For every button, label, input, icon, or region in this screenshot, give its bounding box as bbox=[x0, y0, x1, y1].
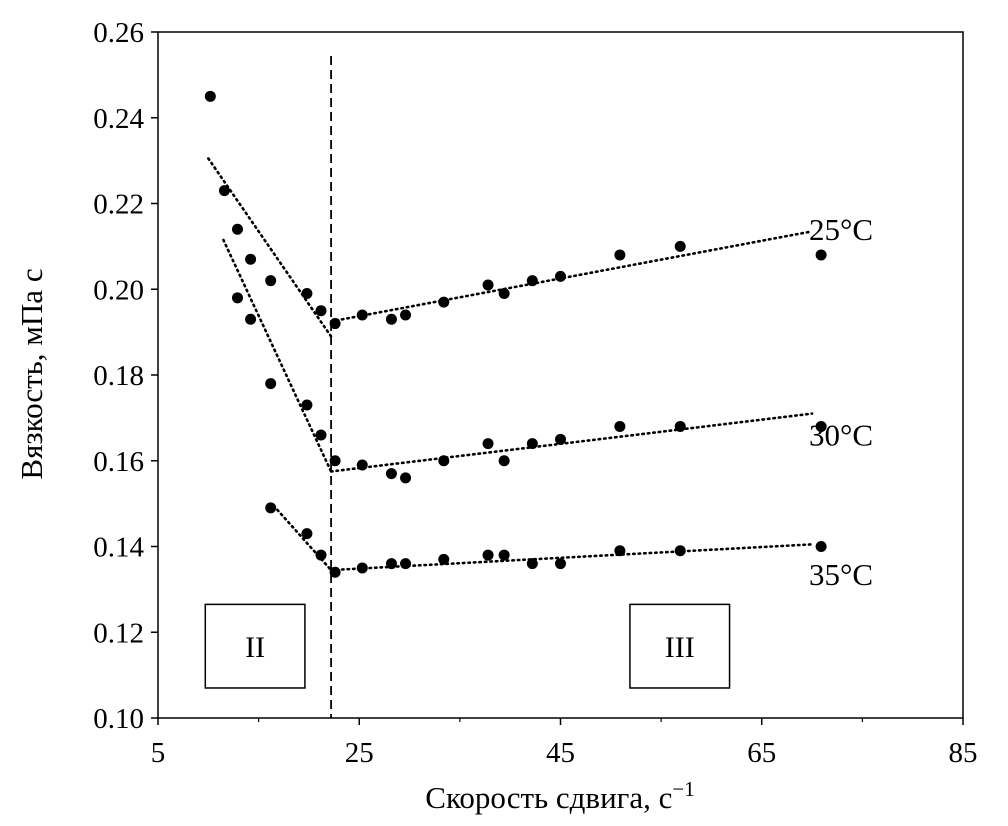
data-point-2 bbox=[674, 545, 686, 557]
x-axis-title: Скорость сдвига, с−1 bbox=[425, 777, 694, 815]
data-point-1 bbox=[231, 292, 243, 304]
data-point-0 bbox=[674, 240, 686, 252]
series-label: 25°C bbox=[809, 212, 873, 247]
y-tick-label: 0.26 bbox=[93, 17, 144, 49]
data-point-2 bbox=[614, 545, 626, 557]
region-box bbox=[629, 603, 731, 689]
data-point-0 bbox=[204, 90, 216, 102]
y-tick-label: 0.20 bbox=[93, 274, 144, 306]
data-point-0 bbox=[218, 185, 230, 197]
data-point-1 bbox=[315, 429, 327, 441]
y-axis-title: Вязкость, мПа с bbox=[14, 268, 49, 479]
data-point-0 bbox=[245, 253, 257, 265]
data-point-2 bbox=[498, 549, 510, 561]
trend-line-0 bbox=[329, 230, 814, 323]
data-point-2 bbox=[265, 502, 277, 514]
data-point-1 bbox=[674, 420, 686, 432]
trend-line-2 bbox=[272, 504, 333, 572]
y-tick-label: 0.16 bbox=[93, 446, 144, 478]
y-tick-label: 0.22 bbox=[93, 189, 144, 221]
data-point-2 bbox=[329, 566, 341, 578]
data-points bbox=[204, 90, 827, 578]
data-point-1 bbox=[329, 455, 341, 467]
region-box bbox=[204, 603, 306, 689]
data-point-1 bbox=[385, 468, 397, 480]
data-point-0 bbox=[265, 275, 277, 287]
data-point-0 bbox=[385, 313, 397, 325]
data-point-1 bbox=[438, 455, 450, 467]
x-tick-label: 45 bbox=[546, 737, 575, 769]
data-point-0 bbox=[400, 309, 412, 321]
data-point-1 bbox=[498, 455, 510, 467]
data-point-1 bbox=[815, 420, 827, 432]
data-point-0 bbox=[614, 249, 626, 261]
data-point-0 bbox=[329, 318, 341, 330]
data-point-1 bbox=[482, 438, 494, 450]
data-point-0 bbox=[482, 279, 494, 291]
y-tick-label: 0.18 bbox=[93, 360, 144, 392]
data-point-2 bbox=[815, 541, 827, 552]
y-tick-label: 0.12 bbox=[93, 617, 144, 649]
series-label: 35°C bbox=[809, 557, 873, 592]
data-point-2 bbox=[315, 549, 327, 561]
data-point-2 bbox=[482, 549, 494, 561]
data-point-2 bbox=[438, 553, 450, 565]
data-point-2 bbox=[400, 558, 412, 570]
series-labels: 25°C 30°C 35°C bbox=[809, 212, 873, 592]
region-label: II bbox=[245, 631, 265, 664]
data-point-2 bbox=[555, 558, 566, 570]
data-point-1 bbox=[400, 472, 412, 484]
x-axis-title-superscript: −1 bbox=[672, 777, 694, 801]
x-tick-label: 5 bbox=[151, 737, 166, 769]
x-tick-label: 85 bbox=[949, 737, 978, 769]
x-axis-title-text: Скорость сдвига, с bbox=[425, 780, 672, 815]
trend-line-1 bbox=[222, 238, 333, 473]
data-point-1 bbox=[356, 459, 368, 471]
y-tick-label: 0.10 bbox=[93, 703, 144, 735]
y-tick-label: 0.14 bbox=[93, 532, 144, 564]
data-point-0 bbox=[498, 288, 510, 300]
data-point-1 bbox=[614, 420, 626, 432]
tick-labels: 5 25 45 65 85 0.10 0.12 0.14 0.16 0.18 0.20 0.22 0.2… bbox=[93, 17, 977, 769]
region-label: III bbox=[665, 631, 695, 664]
data-point-1 bbox=[555, 433, 566, 445]
region-boxes: II III bbox=[204, 603, 731, 689]
axes bbox=[151, 31, 964, 725]
trend-line-2 bbox=[329, 543, 814, 572]
data-point-0 bbox=[301, 288, 313, 300]
x-tick-label: 65 bbox=[747, 737, 776, 769]
data-point-1 bbox=[265, 378, 277, 390]
data-point-1 bbox=[526, 438, 538, 450]
data-point-2 bbox=[301, 528, 313, 540]
y-tick-label: 0.24 bbox=[93, 103, 144, 135]
trend-line-1 bbox=[329, 412, 814, 473]
trend-lines bbox=[207, 157, 814, 572]
series-label: 30°C bbox=[809, 418, 873, 453]
data-point-0 bbox=[315, 305, 327, 317]
x-tick-label: 25 bbox=[345, 737, 374, 769]
data-point-1 bbox=[245, 313, 257, 325]
data-point-2 bbox=[526, 558, 538, 570]
data-point-0 bbox=[231, 223, 243, 235]
data-point-1 bbox=[301, 399, 313, 411]
data-point-0 bbox=[356, 309, 368, 321]
data-point-0 bbox=[815, 249, 827, 261]
data-point-0 bbox=[438, 296, 450, 308]
data-point-0 bbox=[555, 270, 566, 282]
data-point-2 bbox=[356, 562, 368, 574]
data-point-2 bbox=[385, 558, 397, 570]
data-point-0 bbox=[526, 275, 538, 287]
